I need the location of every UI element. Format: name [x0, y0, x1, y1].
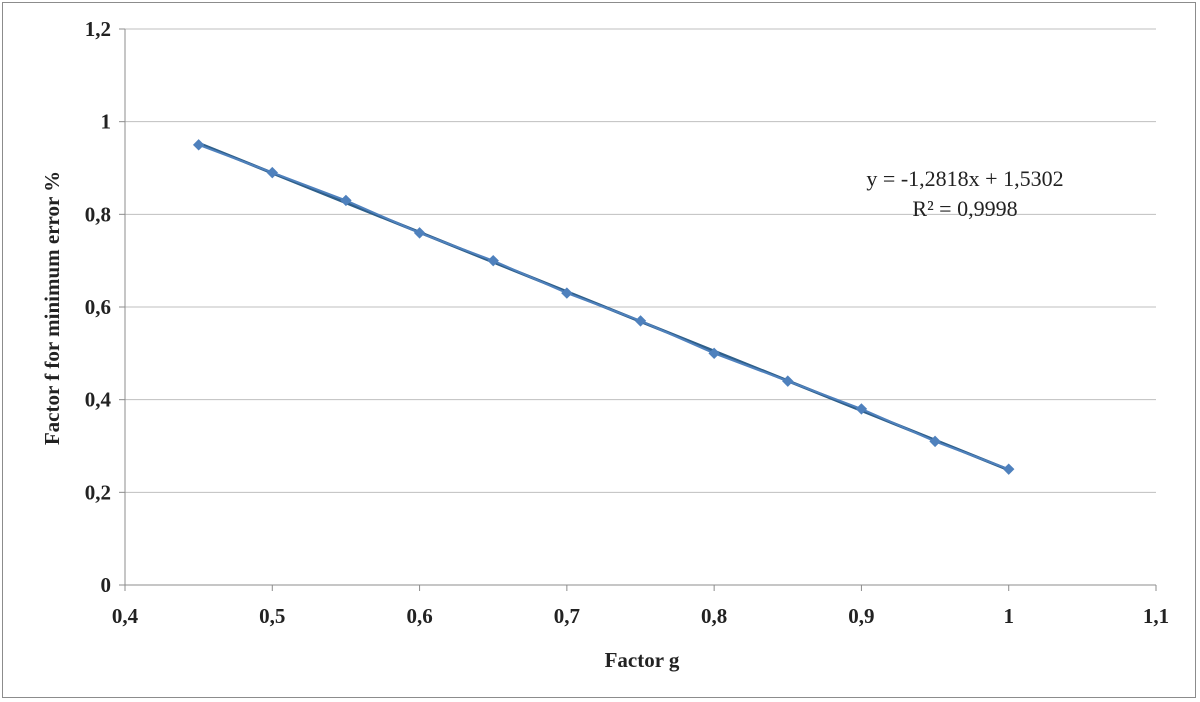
- y-tick-label: 0,8: [85, 202, 111, 226]
- y-axis-title: Factor f for minimum error %: [40, 171, 64, 445]
- trendline-r-squared: R² = 0,9998: [912, 196, 1017, 221]
- data-point: [413, 227, 426, 239]
- data-point: [487, 254, 499, 267]
- data-point: [855, 403, 868, 415]
- x-tick-label: 1: [1003, 604, 1014, 628]
- y-tick-label: 0,2: [85, 480, 111, 504]
- label-layer: 0 0,2 0,4 0,6 0,8 1 1,2 0,4 0,5 0,6 0,7 0,8 0,9 1 1,1: [85, 17, 1169, 628]
- y-tick-label: 0: [101, 573, 112, 597]
- x-tick-label: 0,5: [259, 604, 285, 628]
- y-tick-label: 0,4: [85, 388, 112, 412]
- x-tick-label: 0,8: [701, 604, 727, 628]
- y-tick-label: 1,2: [85, 17, 111, 41]
- x-tick-label: 1,1: [1143, 604, 1169, 628]
- data-point: [634, 315, 647, 327]
- chart-svg: 00,20,40,60,811,20,4 0,5 0,6 0,7 0,8 0,9 1 1,1 …: [40, 17, 1169, 672]
- grid-layer: [125, 28, 1156, 493]
- data-point: [929, 435, 941, 448]
- y-tick-label: 0,6: [85, 295, 111, 319]
- data-point: [782, 375, 794, 387]
- data-point: [192, 139, 205, 151]
- x-tick-label: 0,6: [406, 604, 432, 628]
- point-layer: [192, 139, 1015, 475]
- x-tick-label: 0,9: [848, 604, 874, 628]
- data-point: [561, 287, 573, 299]
- x-tick-label: 0,7: [554, 604, 580, 628]
- data-point: [340, 194, 352, 207]
- data-point: [266, 166, 278, 179]
- trendline-equation: y = -1,2818x + 1,5302: [866, 166, 1063, 191]
- x-tick-label: 0,4: [112, 604, 139, 628]
- y-tick-label: 1: [101, 110, 112, 134]
- data-point: [1003, 463, 1015, 475]
- series-line: [198, 143, 1010, 471]
- axis-layer: [119, 28, 1157, 591]
- x-axis-title: Factor g: [605, 648, 680, 672]
- data-point: [708, 347, 720, 360]
